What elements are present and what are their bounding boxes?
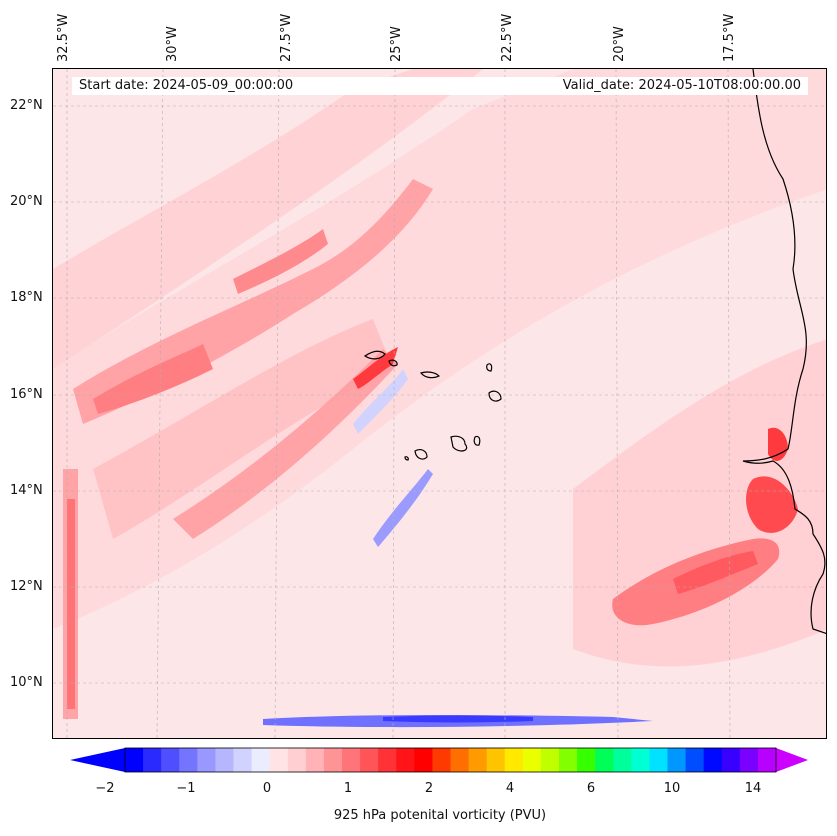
colorbar-swatch [504, 748, 524, 772]
colorbar-swatch [323, 748, 343, 772]
lat-label-12n: 12°N [10, 579, 43, 594]
colorbar-swatch [595, 748, 614, 772]
colorbar-swatch [685, 748, 705, 772]
lon-label-27-5w: 27.5°W [279, 13, 294, 62]
lat-label-16n: 16°N [10, 387, 43, 402]
colorbar-swatch [414, 748, 434, 772]
colorbar-swatch [215, 748, 235, 772]
colorbar-swatch [342, 748, 361, 772]
colorbar-swatch [378, 748, 397, 772]
colorbar-swatch [269, 748, 289, 772]
colorbar-swatch [360, 748, 379, 772]
colorbar-tick: 14 [744, 781, 762, 796]
colorbar-tick: 4 [505, 781, 515, 796]
colorbar-swatch [721, 748, 741, 772]
colorbar-swatch [125, 748, 144, 772]
info-bar [72, 77, 808, 95]
colorbar-swatch [161, 748, 180, 772]
valid-date-label: Valid_date: 2024-05-10T08:00:00.00 [562, 78, 801, 93]
colorbar-tick: 0 [262, 781, 272, 796]
colorbar-swatch [287, 748, 307, 772]
colorbar-extend-min [70, 748, 125, 772]
lat-label-20n: 20°N [10, 194, 43, 209]
colorbar-swatch [559, 748, 578, 772]
colorbar-swatch [613, 748, 632, 772]
colorbar-swatch [667, 748, 687, 772]
colorbar-swatch [450, 748, 470, 772]
colorbar-swatch [757, 748, 777, 772]
colorbar-swatch [143, 748, 162, 772]
colorbar-swatch [703, 748, 723, 772]
lon-label-22-5w: 22.5°W [500, 13, 515, 62]
colorbar-label: 925 hPa potenital vorticity (PVU) [333, 808, 547, 823]
colorbar-swatch [486, 748, 506, 772]
colorbar-swatch [432, 748, 452, 772]
colorbar-swatch [251, 748, 271, 772]
colorbar [70, 747, 808, 773]
colorbar-tick: 6 [586, 781, 596, 796]
colorbar-tick: −2 [95, 781, 115, 796]
lon-label-30w: 30°W [165, 26, 180, 62]
colorbar-tick: 2 [424, 781, 434, 796]
colorbar-swatch [522, 748, 542, 772]
lon-label-20w: 20°W [612, 26, 627, 62]
colorbar-swatch [739, 748, 759, 772]
colorbar-swatches [125, 748, 777, 772]
colorbar-swatch [649, 748, 669, 772]
lon-label-17-5w: 17.5°W [722, 13, 737, 62]
colorbar-swatch [396, 748, 415, 772]
map-panel[interactable] [52, 68, 827, 739]
colorbar-swatch [233, 748, 253, 772]
colorbar-tick: 10 [663, 781, 681, 796]
lon-label-25w: 25°W [389, 26, 404, 62]
colorbar-swatch [197, 748, 217, 772]
colorbar-swatch [179, 748, 198, 772]
colorbar-tick: 1 [343, 781, 353, 796]
colorbar-swatch [631, 748, 651, 772]
lat-label-22n: 22°N [10, 98, 43, 113]
pv-contour-map [53, 69, 826, 738]
colorbar-swatch [577, 748, 596, 772]
colorbar-swatch [305, 748, 325, 772]
lat-label-10n: 10°N [10, 675, 43, 690]
colorbar-tick: −1 [176, 781, 196, 796]
lon-label-32-5w: 32.5°W [56, 13, 71, 62]
colorbar-extend-max [776, 748, 808, 772]
colorbar-swatch [540, 748, 560, 772]
start-date-label: Start date: 2024-05-09_00:00:00 [79, 78, 294, 93]
colorbar-swatch [468, 748, 488, 772]
lat-label-14n: 14°N [10, 483, 43, 498]
lat-label-18n: 18°N [10, 290, 43, 305]
